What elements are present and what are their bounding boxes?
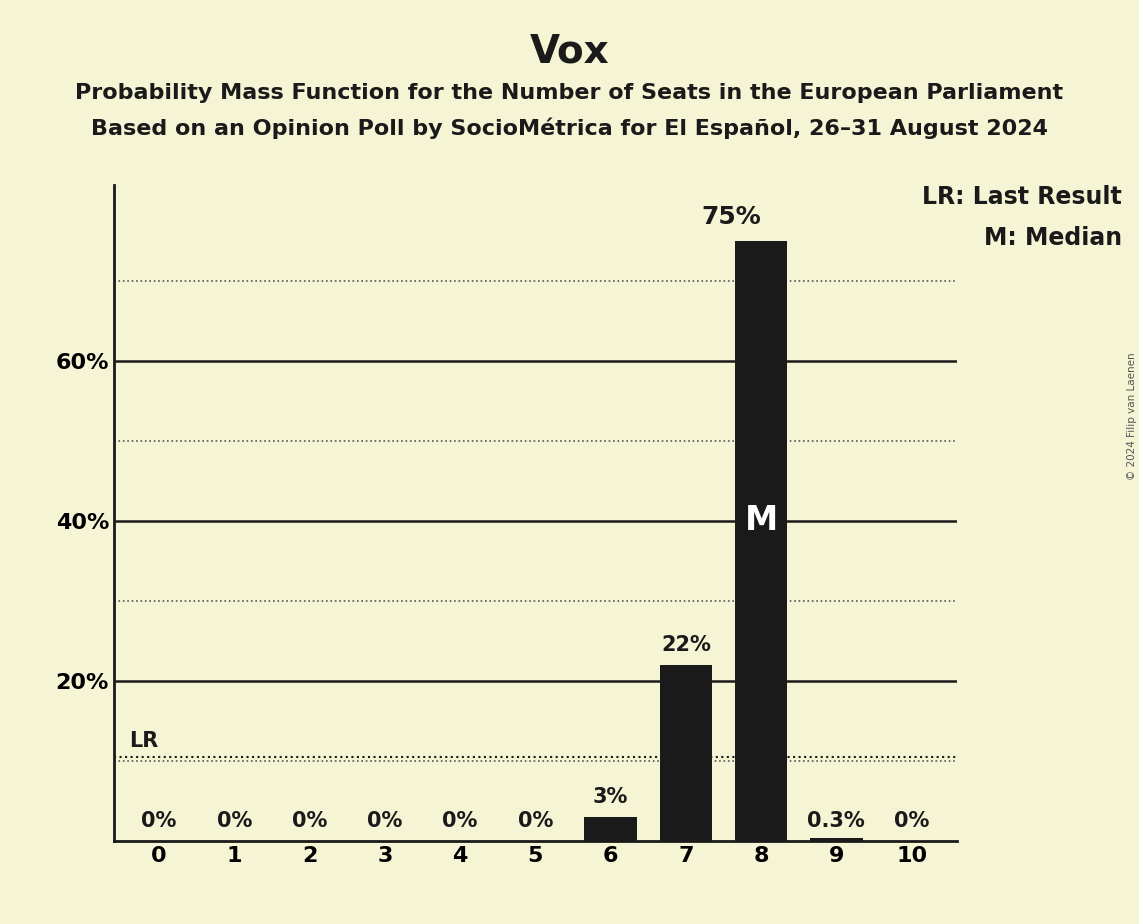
Text: 75%: 75% xyxy=(702,205,761,229)
Text: © 2024 Filip van Laenen: © 2024 Filip van Laenen xyxy=(1126,352,1137,480)
Text: 0%: 0% xyxy=(141,811,177,832)
Text: 0.3%: 0.3% xyxy=(808,811,866,832)
Text: LR: Last Result: LR: Last Result xyxy=(923,185,1122,209)
Text: Based on an Opinion Poll by SocioMétrica for El Español, 26–31 August 2024: Based on an Opinion Poll by SocioMétrica… xyxy=(91,117,1048,139)
Text: Probability Mass Function for the Number of Seats in the European Parliament: Probability Mass Function for the Number… xyxy=(75,83,1064,103)
Text: 3%: 3% xyxy=(593,787,629,808)
Text: Vox: Vox xyxy=(530,32,609,70)
Bar xyxy=(659,665,712,841)
Text: 0%: 0% xyxy=(442,811,477,832)
Text: LR: LR xyxy=(129,731,158,751)
Bar xyxy=(810,838,862,841)
Text: 0%: 0% xyxy=(292,811,327,832)
Bar xyxy=(584,817,637,841)
Text: M: Median: M: Median xyxy=(984,226,1122,250)
Text: 0%: 0% xyxy=(517,811,554,832)
Text: 0%: 0% xyxy=(367,811,402,832)
Text: 22%: 22% xyxy=(661,635,711,655)
Text: 0%: 0% xyxy=(894,811,929,832)
Bar xyxy=(735,241,787,841)
Text: M: M xyxy=(745,505,778,538)
Text: 0%: 0% xyxy=(216,811,252,832)
